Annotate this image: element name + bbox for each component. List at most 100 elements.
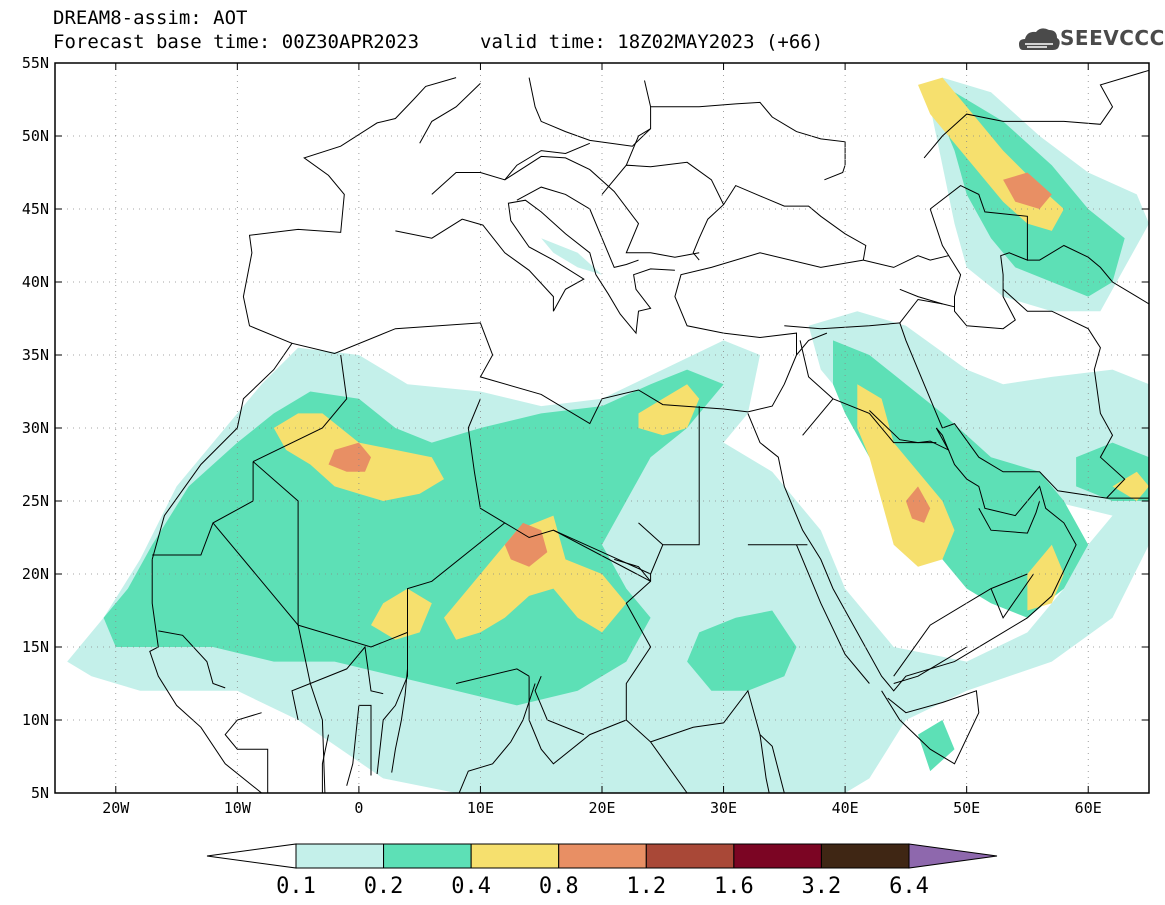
boundary-41	[990, 573, 1034, 619]
boundary-42	[455, 668, 530, 684]
boundary-4	[149, 559, 262, 793]
boundary-50	[534, 676, 584, 736]
lat-tick-label: 10N	[22, 711, 49, 729]
boundary-34	[923, 69, 1149, 159]
boundary-38	[899, 288, 943, 305]
boundary-17	[528, 676, 627, 765]
boundary-39	[869, 410, 950, 452]
boundary-55	[638, 522, 664, 546]
boundary-54	[553, 529, 651, 575]
boundary-9	[625, 406, 700, 793]
lon-tick-label: 30E	[710, 799, 737, 817]
boundary-48	[391, 668, 408, 773]
colorbar-bin	[558, 843, 647, 869]
lon-tick-label: 50E	[953, 799, 980, 817]
lon-tick-label: 20E	[588, 799, 615, 817]
aot-area-0.2-5	[918, 720, 955, 772]
lat-tick-label: 15N	[22, 638, 49, 656]
boundary-46	[321, 734, 329, 793]
boundary-56	[796, 332, 828, 356]
colorbar-over	[908, 843, 998, 869]
boundary-31	[528, 77, 652, 147]
boundary-32	[650, 101, 846, 181]
boundary-13	[297, 522, 506, 648]
boundary-30	[419, 83, 481, 144]
colorbar-label: 0.4	[451, 874, 492, 899]
colorbar-label: 1.2	[626, 874, 667, 899]
boundary-10	[467, 398, 651, 582]
aot-area-0.8-2	[905, 486, 931, 523]
aot-area-0.2-1	[833, 340, 1089, 618]
title-line2: Forecast base time: 00Z30APR2023	[53, 31, 420, 53]
aot-area-0.8-1	[504, 522, 548, 567]
boundary-52	[759, 734, 770, 793]
aot-area-0.8-0	[328, 442, 371, 472]
colorbar-bin	[645, 843, 735, 869]
boundary-26	[601, 161, 725, 205]
boundary-19	[799, 340, 834, 400]
aot-area-0.1-1	[808, 311, 1149, 560]
coastline-layer	[149, 69, 1149, 793]
aot-area-0.1-3	[541, 238, 602, 275]
boundary-22	[893, 573, 1028, 677]
boundary-33	[625, 128, 651, 166]
boundary-51	[650, 689, 785, 793]
lat-tick-label: 40N	[22, 273, 49, 291]
colorbar-label: 0.2	[363, 874, 404, 899]
colorbar-label: 6.4	[889, 874, 929, 899]
aot-area-0.2-4	[687, 610, 797, 691]
colorbar-label: 1.6	[713, 874, 754, 899]
boundary-25	[863, 255, 949, 268]
colorbar-bin	[295, 843, 385, 869]
aot-field-layer	[67, 77, 1149, 793]
boundary-27	[504, 155, 700, 258]
boundary-29	[431, 142, 590, 195]
boundary-44	[158, 630, 226, 689]
lon-tick-label: 20W	[102, 799, 130, 817]
aot-area-0.2-0	[103, 369, 724, 706]
lat-tick-label: 55N	[22, 54, 49, 72]
boundary-35	[1027, 244, 1149, 305]
boundary-14	[252, 354, 348, 463]
colorbar-under	[206, 843, 297, 869]
lat-tick-label: 45N	[22, 200, 49, 218]
lat-tick-label: 35N	[22, 346, 49, 364]
colorbar-label: 3.2	[801, 874, 842, 899]
aot-area-0.8-3	[1003, 172, 1052, 209]
lon-tick-label: 40E	[832, 799, 859, 817]
colorbar	[206, 843, 998, 869]
boundary-0	[151, 252, 864, 560]
lat-tick-label: 20N	[22, 565, 49, 583]
lat-tick-label: 30N	[22, 419, 49, 437]
lon-tick-label: 10W	[224, 799, 252, 817]
boundary-15	[376, 632, 408, 775]
logo-text: SEEVCCC	[1060, 26, 1165, 50]
title-line1: DREAM8-assim: AOT	[53, 7, 248, 29]
boundary-43	[291, 645, 384, 721]
boundary-49	[458, 683, 536, 793]
boundary-6	[395, 199, 675, 335]
axis-ticks: 20W 10W 0 10E 20E 30E 40E 50E 60E 55N 50N 45N 40N 35N…	[22, 54, 1149, 817]
boundary-2	[942, 423, 1149, 499]
aot-area-0.4-2	[444, 515, 627, 640]
aot-area-0.4-7	[1112, 471, 1149, 501]
boundary-23	[796, 544, 870, 684]
aot-area-0.4-5	[1027, 544, 1064, 611]
colorbar-label: 0.8	[538, 874, 579, 899]
boundary-12	[212, 461, 299, 627]
colorbar-bin	[470, 843, 560, 869]
colorbar-label: 0.1	[276, 874, 316, 899]
boundary-37	[899, 298, 955, 324]
boundary-28	[516, 186, 639, 268]
boundary-7	[692, 184, 867, 261]
boundary-8	[929, 185, 1028, 330]
boundary-3	[881, 690, 980, 765]
boundary-57	[893, 646, 967, 684]
lat-tick-label: 5N	[31, 784, 49, 802]
colorbar-bin	[733, 843, 822, 869]
boundary-53	[614, 558, 651, 582]
aot-area-0.4-4	[638, 384, 700, 436]
lat-tick-label: 25N	[22, 492, 49, 510]
lon-tick-label: 0	[354, 799, 363, 817]
